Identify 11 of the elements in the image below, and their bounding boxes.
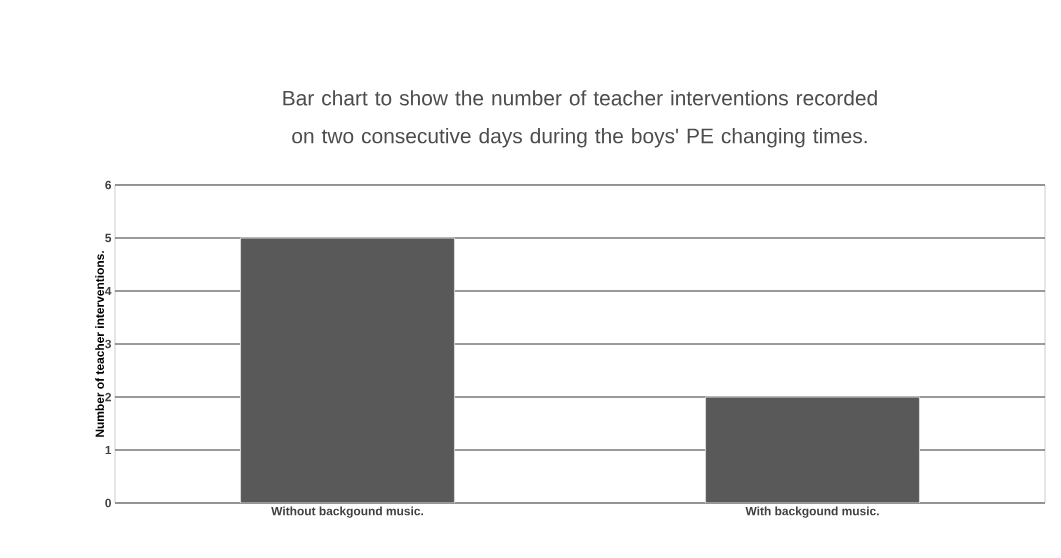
y-tick-label: 5 — [105, 233, 112, 243]
x-tick-label: Without backgound music. — [271, 506, 424, 518]
y-tick-label: 6 — [105, 180, 112, 190]
x-tick-label: With backgound music. — [745, 506, 879, 518]
y-tick-label: 1 — [105, 445, 112, 455]
y-axis-title: Number of teacher interventions. — [95, 251, 104, 437]
y-tick-label: 3 — [105, 339, 112, 349]
chart-title: Bar chart to show the number of teacher interventions recorded on two consecutive days during the boys' PE changing times. — [283, 90, 877, 148]
y-tick-label: 0 — [105, 498, 111, 508]
y-tick-label: 4 — [105, 286, 112, 296]
y-tick-label: 2 — [105, 392, 111, 402]
